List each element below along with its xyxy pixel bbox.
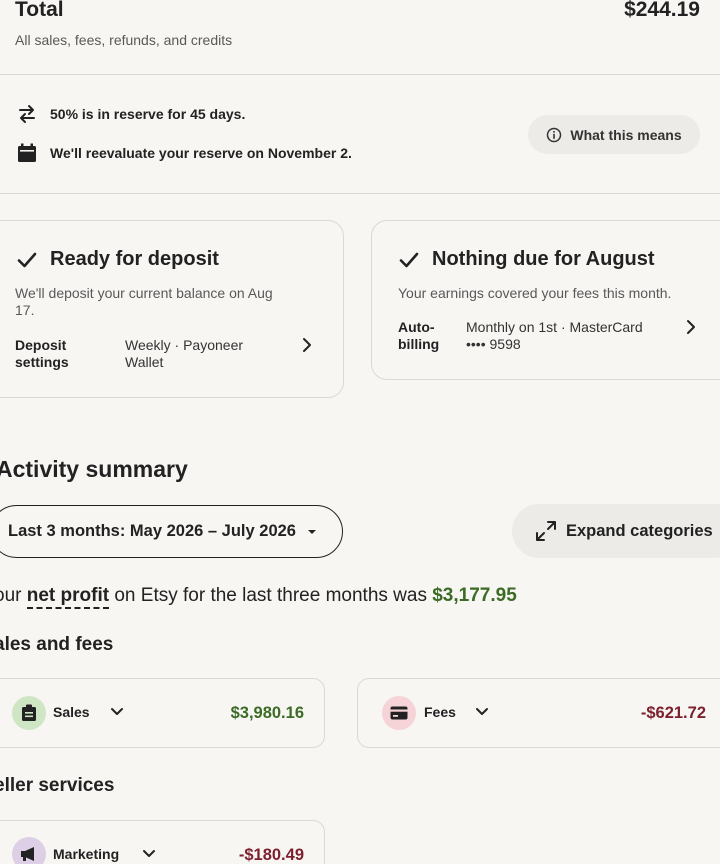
deposit-status-title: Ready for deposit [16, 248, 219, 271]
auto-billing-chevron-right-icon[interactable] [684, 319, 698, 335]
billing-subtitle: Your earnings covered your fees this mon… [398, 285, 672, 301]
seller-services-heading: eller services [0, 775, 115, 796]
expand-categories-label: Expand categories [566, 521, 713, 540]
deposit-settings-chevron-right-icon[interactable] [300, 337, 314, 353]
total-subtitle: All sales, fees, refunds, and credits [15, 32, 233, 48]
transfer-arrows-icon [16, 103, 38, 125]
sales-receipt-icon [12, 696, 46, 730]
auto-billing-value[interactable]: Monthly on 1st · MasterCard •••• 9598 [466, 319, 643, 353]
expand-categories-button[interactable]: Expand categories [512, 504, 720, 558]
date-range-label: Last 3 months: May 2026 – July 2026 [8, 522, 296, 540]
billing-title-text: Nothing due for August [432, 248, 655, 270]
auto-billing-label-line2: billing [398, 336, 440, 352]
sales-and-fees-heading: ales and fees [0, 634, 114, 655]
reserve-percentage-text: 50% is in reserve for 45 days. [50, 106, 246, 122]
expand-arrows-icon [534, 519, 558, 543]
marketing-value: -$180.49 [238, 846, 304, 864]
deposit-card [0, 220, 344, 398]
activity-summary-heading: Activity summary [0, 456, 188, 482]
net-profit-prefix: our [0, 585, 22, 606]
deposit-subtitle: We'll deposit your current balance on Au… [15, 285, 273, 319]
info-icon [546, 127, 562, 143]
reserve-percentage-row: 50% is in reserve for 45 days. [16, 103, 245, 125]
deposit-title-text: Ready for deposit [50, 248, 219, 270]
what-this-means-button[interactable]: What this means [528, 115, 700, 154]
fees-card-icon [382, 696, 416, 730]
net-profit-term[interactable]: net profit [26, 585, 110, 609]
sales-label: Sales [53, 704, 90, 720]
net-profit-amount: $3,177.95 [432, 585, 517, 606]
deposit-settings-value[interactable]: Weekly · Payoneer Wallet [125, 337, 243, 371]
calendar-icon [16, 142, 38, 164]
marketing-megaphone-icon [12, 837, 46, 864]
fees-value: -$621.72 [640, 704, 706, 722]
billing-status-title: Nothing due for August [398, 248, 655, 271]
what-this-means-label: What this means [570, 126, 682, 143]
marketing-chevron-down-icon[interactable] [142, 849, 156, 859]
deposit-subtitle-line2: 17. [15, 302, 35, 318]
checkmark-icon [398, 249, 420, 271]
marketing-label: Marketing [53, 846, 120, 862]
sales-chevron-down-icon[interactable] [110, 707, 124, 717]
billing-card [371, 220, 720, 380]
deposit-settings-value-line2: Wallet [125, 354, 164, 370]
marketing-card[interactable]: Marketing -$180.49 [0, 820, 325, 864]
reserve-reevaluate-text: We'll reevaluate your reserve on Novembe… [50, 145, 352, 161]
caret-down-icon [306, 528, 318, 536]
auto-billing-label-line1: Auto- [398, 319, 435, 335]
fees-label: Fees [424, 704, 456, 720]
deposit-settings-label-line2: settings [15, 354, 69, 370]
date-range-dropdown[interactable]: Last 3 months: May 2026 – July 2026 [0, 505, 343, 558]
deposit-subtitle-line1: We'll deposit your current balance on Au… [15, 285, 273, 301]
fees-chevron-down-icon[interactable] [475, 707, 489, 717]
auto-billing-label: Auto- billing [398, 319, 439, 353]
reserve-reevaluate-row: We'll reevaluate your reserve on Novembe… [16, 142, 352, 164]
sales-value: $3,980.16 [230, 704, 304, 722]
sales-card[interactable]: Sales $3,980.16 [0, 678, 325, 748]
deposit-settings-value-line1: Weekly · Payoneer [125, 337, 244, 353]
net-profit-summary: our net profit on Etsy for the last thre… [0, 585, 517, 609]
auto-billing-value-line1: Monthly on 1st · MasterCard [466, 319, 643, 335]
deposit-settings-label: Deposit settings [15, 337, 69, 371]
total-label: Total [15, 0, 64, 21]
deposit-settings-label-line1: Deposit [15, 337, 67, 353]
net-profit-middle: on Etsy for the last three months was [114, 585, 427, 606]
auto-billing-value-line2: •••• 9598 [466, 336, 521, 352]
checkmark-icon [16, 249, 38, 271]
total-amount: $244.19 [624, 0, 700, 21]
fees-card[interactable]: Fees -$621.72 [357, 678, 720, 748]
